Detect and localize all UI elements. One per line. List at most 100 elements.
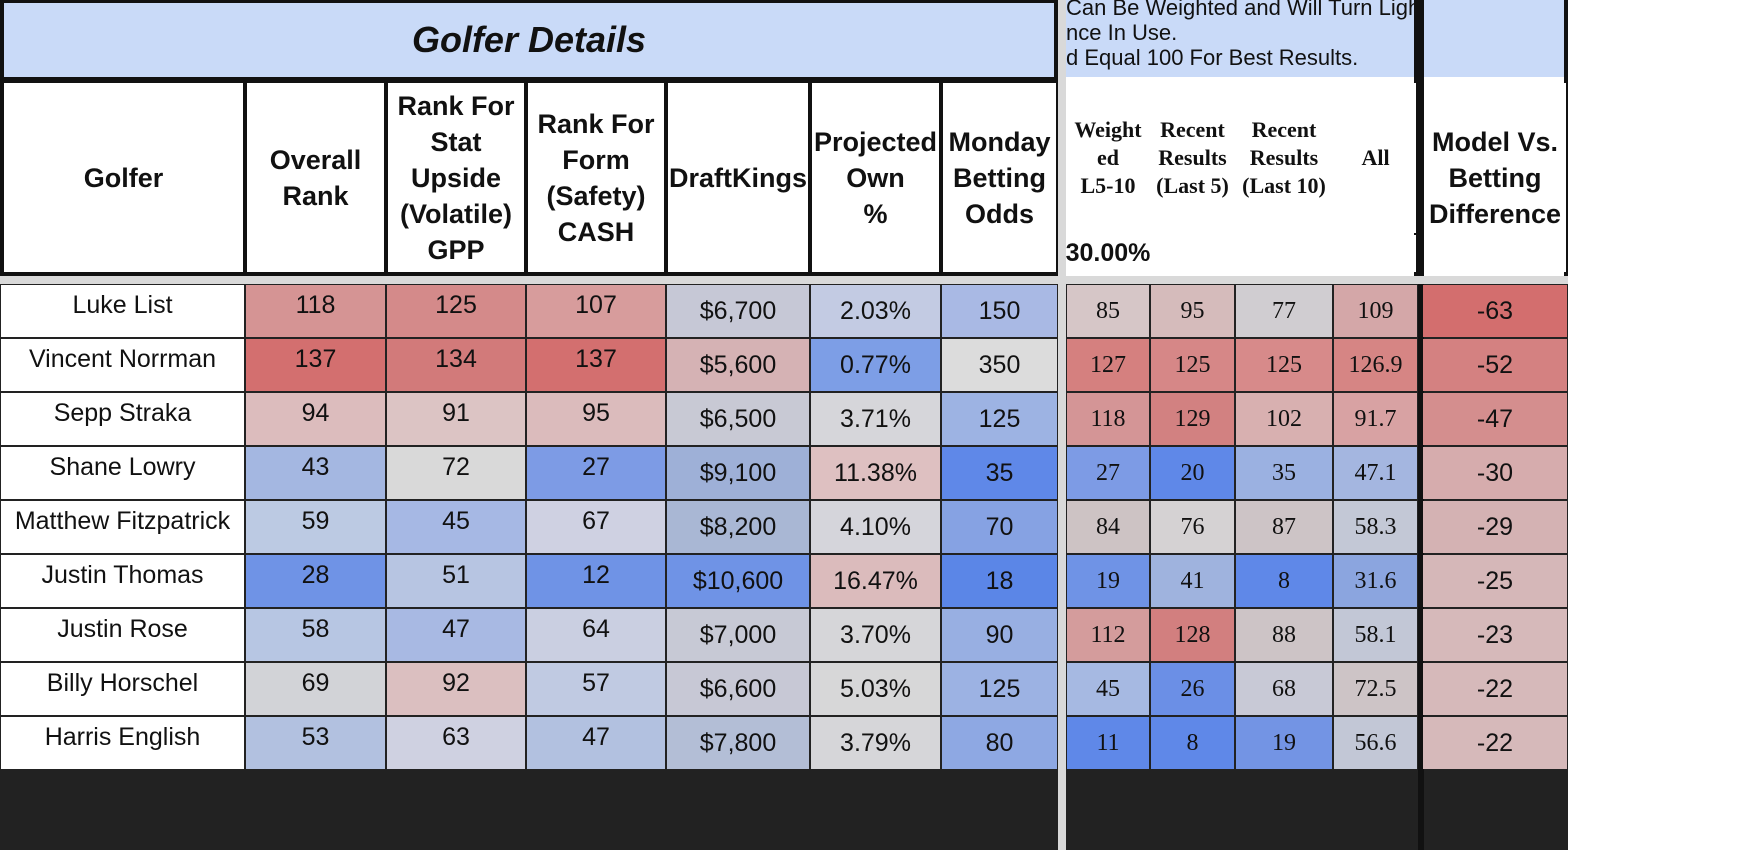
cell-stat-upside-rank[interactable]: 47: [387, 609, 525, 661]
cell-projected-own[interactable]: 3.70%: [811, 609, 940, 661]
cell-all-score[interactable]: 56.6: [1334, 717, 1417, 769]
cell-monday-odds[interactable]: 18: [942, 555, 1057, 607]
cell-recent-last5[interactable]: 41: [1151, 555, 1234, 607]
cell-monday-odds[interactable]: 70: [942, 501, 1057, 553]
cell-all-score[interactable]: 58.1: [1334, 609, 1417, 661]
cell-monday-odds[interactable]: 125: [942, 393, 1057, 445]
cell-projected-own[interactable]: 16.47%: [811, 555, 940, 607]
cell-monday-odds[interactable]: 35: [942, 447, 1057, 499]
cell-recent-last5[interactable]: 76: [1151, 501, 1234, 553]
cell-overall-rank[interactable]: 28: [246, 555, 385, 607]
cell-weighted-l5-10[interactable]: 45: [1067, 663, 1149, 715]
cell-monday-odds[interactable]: 90: [942, 609, 1057, 661]
cell-recent-last5[interactable]: 128: [1151, 609, 1234, 661]
cell-golfer[interactable]: Billy Horschel: [1, 663, 244, 715]
cell-golfer[interactable]: Shane Lowry: [1, 447, 244, 499]
cell-model-vs-betting[interactable]: -52: [1423, 339, 1567, 391]
cell-weighted-l5-10[interactable]: 127: [1067, 339, 1149, 391]
cell-weighted-l5-10[interactable]: 84: [1067, 501, 1149, 553]
cell-stat-upside-rank[interactable]: 125: [387, 285, 525, 337]
cell-recent-last10[interactable]: 87: [1236, 501, 1332, 553]
header-weight-slot[interactable]: [1237, 235, 1331, 272]
cell-recent-last10[interactable]: 88: [1236, 609, 1332, 661]
cell-overall-rank[interactable]: 58: [246, 609, 385, 661]
cell-model-vs-betting[interactable]: -22: [1423, 663, 1567, 715]
cell-all-score[interactable]: 47.1: [1334, 447, 1417, 499]
cell-draftkings-salary[interactable]: $9,100: [667, 447, 809, 499]
cell-golfer[interactable]: Sepp Straka: [1, 393, 244, 445]
cell-overall-rank[interactable]: 69: [246, 663, 385, 715]
cell-monday-odds[interactable]: 150: [942, 285, 1057, 337]
cell-recent-last10[interactable]: 102: [1236, 393, 1332, 445]
cell-weighted-l5-10[interactable]: 19: [1067, 555, 1149, 607]
cell-projected-own[interactable]: 3.71%: [811, 393, 940, 445]
cell-golfer[interactable]: Justin Rose: [1, 609, 244, 661]
cell-projected-own[interactable]: 11.38%: [811, 447, 940, 499]
cell-monday-odds[interactable]: 350: [942, 339, 1057, 391]
cell-stat-upside-rank[interactable]: 91: [387, 393, 525, 445]
cell-projected-own[interactable]: 4.10%: [811, 501, 940, 553]
cell-recent-last5[interactable]: 8: [1151, 717, 1234, 769]
cell-model-vs-betting[interactable]: -22: [1423, 717, 1567, 769]
header-weight-slot[interactable]: [1152, 235, 1233, 272]
cell-draftkings-salary[interactable]: $6,700: [667, 285, 809, 337]
cell-stat-upside-rank[interactable]: 72: [387, 447, 525, 499]
cell-recent-last10[interactable]: 77: [1236, 285, 1332, 337]
cell-all-score[interactable]: 91.7: [1334, 393, 1417, 445]
cell-form-safety-rank[interactable]: 57: [527, 663, 665, 715]
cell-all-score[interactable]: 126.9: [1334, 339, 1417, 391]
cell-stat-upside-rank[interactable]: 45: [387, 501, 525, 553]
cell-form-safety-rank[interactable]: 12: [527, 555, 665, 607]
cell-draftkings-salary[interactable]: $6,600: [667, 663, 809, 715]
cell-weighted-l5-10[interactable]: 11: [1067, 717, 1149, 769]
cell-all-score[interactable]: 109: [1334, 285, 1417, 337]
cell-golfer[interactable]: Harris English: [1, 717, 244, 769]
cell-model-vs-betting[interactable]: -30: [1423, 447, 1567, 499]
cell-overall-rank[interactable]: 137: [246, 339, 385, 391]
cell-draftkings-salary[interactable]: $7,000: [667, 609, 809, 661]
cell-form-safety-rank[interactable]: 64: [527, 609, 665, 661]
cell-projected-own[interactable]: 0.77%: [811, 339, 940, 391]
cell-recent-last5[interactable]: 95: [1151, 285, 1234, 337]
cell-overall-rank[interactable]: 118: [246, 285, 385, 337]
cell-golfer[interactable]: Vincent Norrman: [1, 339, 244, 391]
cell-weighted-l5-10[interactable]: 85: [1067, 285, 1149, 337]
cell-all-score[interactable]: 72.5: [1334, 663, 1417, 715]
cell-monday-odds[interactable]: 125: [942, 663, 1057, 715]
cell-model-vs-betting[interactable]: -29: [1423, 501, 1567, 553]
cell-all-score[interactable]: 58.3: [1334, 501, 1417, 553]
weight-input[interactable]: 30.00%: [1066, 235, 1150, 272]
cell-recent-last10[interactable]: 68: [1236, 663, 1332, 715]
cell-form-safety-rank[interactable]: 107: [527, 285, 665, 337]
cell-recent-last5[interactable]: 129: [1151, 393, 1234, 445]
cell-recent-last10[interactable]: 8: [1236, 555, 1332, 607]
cell-projected-own[interactable]: 2.03%: [811, 285, 940, 337]
cell-overall-rank[interactable]: 43: [246, 447, 385, 499]
cell-stat-upside-rank[interactable]: 134: [387, 339, 525, 391]
cell-model-vs-betting[interactable]: -47: [1423, 393, 1567, 445]
cell-golfer[interactable]: Luke List: [1, 285, 244, 337]
cell-golfer[interactable]: Justin Thomas: [1, 555, 244, 607]
cell-projected-own[interactable]: 3.79%: [811, 717, 940, 769]
cell-monday-odds[interactable]: 80: [942, 717, 1057, 769]
cell-stat-upside-rank[interactable]: 51: [387, 555, 525, 607]
cell-recent-last5[interactable]: 125: [1151, 339, 1234, 391]
cell-form-safety-rank[interactable]: 27: [527, 447, 665, 499]
cell-recent-last10[interactable]: 35: [1236, 447, 1332, 499]
cell-weighted-l5-10[interactable]: 112: [1067, 609, 1149, 661]
cell-form-safety-rank[interactable]: 137: [527, 339, 665, 391]
cell-overall-rank[interactable]: 53: [246, 717, 385, 769]
cell-form-safety-rank[interactable]: 67: [527, 501, 665, 553]
cell-projected-own[interactable]: 5.03%: [811, 663, 940, 715]
cell-draftkings-salary[interactable]: $5,600: [667, 339, 809, 391]
cell-draftkings-salary[interactable]: $6,500: [667, 393, 809, 445]
cell-weighted-l5-10[interactable]: 27: [1067, 447, 1149, 499]
cell-weighted-l5-10[interactable]: 118: [1067, 393, 1149, 445]
cell-model-vs-betting[interactable]: -25: [1423, 555, 1567, 607]
cell-recent-last10[interactable]: 19: [1236, 717, 1332, 769]
cell-model-vs-betting[interactable]: -63: [1423, 285, 1567, 337]
cell-model-vs-betting[interactable]: -23: [1423, 609, 1567, 661]
cell-overall-rank[interactable]: 59: [246, 501, 385, 553]
cell-draftkings-salary[interactable]: $10,600: [667, 555, 809, 607]
cell-recent-last5[interactable]: 20: [1151, 447, 1234, 499]
